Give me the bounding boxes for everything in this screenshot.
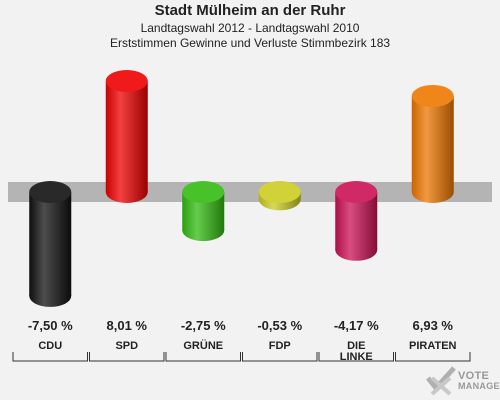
value-label: -2,75 % [181, 318, 226, 333]
bar-body [105, 81, 148, 192]
value-label: 6,93 % [413, 318, 454, 333]
logo-text: VOTE MANAGER [458, 370, 500, 392]
chart-title: Stadt Mülheim an der Ruhr [154, 2, 346, 19]
bar-grüne [182, 181, 225, 242]
bar-bottom-cap [105, 181, 148, 203]
bar-bottom-cap [411, 181, 454, 203]
value-label: -0,53 % [257, 318, 302, 333]
bar-top-cap [182, 181, 225, 203]
bar-top-cap [105, 70, 148, 92]
bar-top-cap [335, 181, 378, 203]
value-label: -4,17 % [334, 318, 379, 333]
category-bracket [395, 352, 471, 362]
category-bracket [242, 352, 318, 362]
chart-description: Erststimmen Gewinne und Verluste Stimmbe… [109, 36, 391, 50]
category-bracket [318, 352, 394, 362]
bar-top-cap [258, 181, 301, 203]
bar-bottom-cap [29, 284, 72, 307]
bar-body [29, 192, 72, 296]
category-label: PIRATEN [409, 340, 457, 352]
value-label: 8,01 % [107, 318, 148, 333]
bar-top-cap [411, 84, 454, 107]
logo-line-1: VOTE [458, 370, 490, 382]
bar-body [411, 95, 454, 192]
category-bracket [89, 352, 165, 362]
category-bracket [12, 352, 88, 362]
bar-cdu [29, 181, 72, 307]
bar-spd [105, 70, 148, 203]
category-label: SPD [115, 340, 138, 352]
bar-top-cap [29, 181, 72, 203]
category-label: FDP [269, 340, 291, 352]
vote-manager-logo [426, 366, 456, 396]
bar-die-linke [335, 181, 378, 261]
logo-line-2: MANAGER [458, 381, 500, 391]
category-label: LINKE [340, 351, 373, 363]
category-label: DIE [347, 340, 365, 352]
chart-subtitle: Landtagswahl 2012 - Landtagswahl 2010 [140, 21, 360, 35]
category-label: GRÜNE [183, 339, 223, 352]
bar-piraten [411, 84, 454, 203]
bar-bottom-cap [182, 219, 225, 242]
bar-bottom-cap [335, 238, 378, 261]
value-label: -7,50 % [28, 318, 73, 333]
checkmark-x-icon [426, 366, 456, 396]
chart-header: Stadt Mülheim an der Ruhr Landtagswahl 2… [0, 2, 500, 50]
bar-fdp [258, 181, 301, 211]
category-bracket [165, 352, 241, 362]
category-label: CDU [38, 340, 62, 352]
